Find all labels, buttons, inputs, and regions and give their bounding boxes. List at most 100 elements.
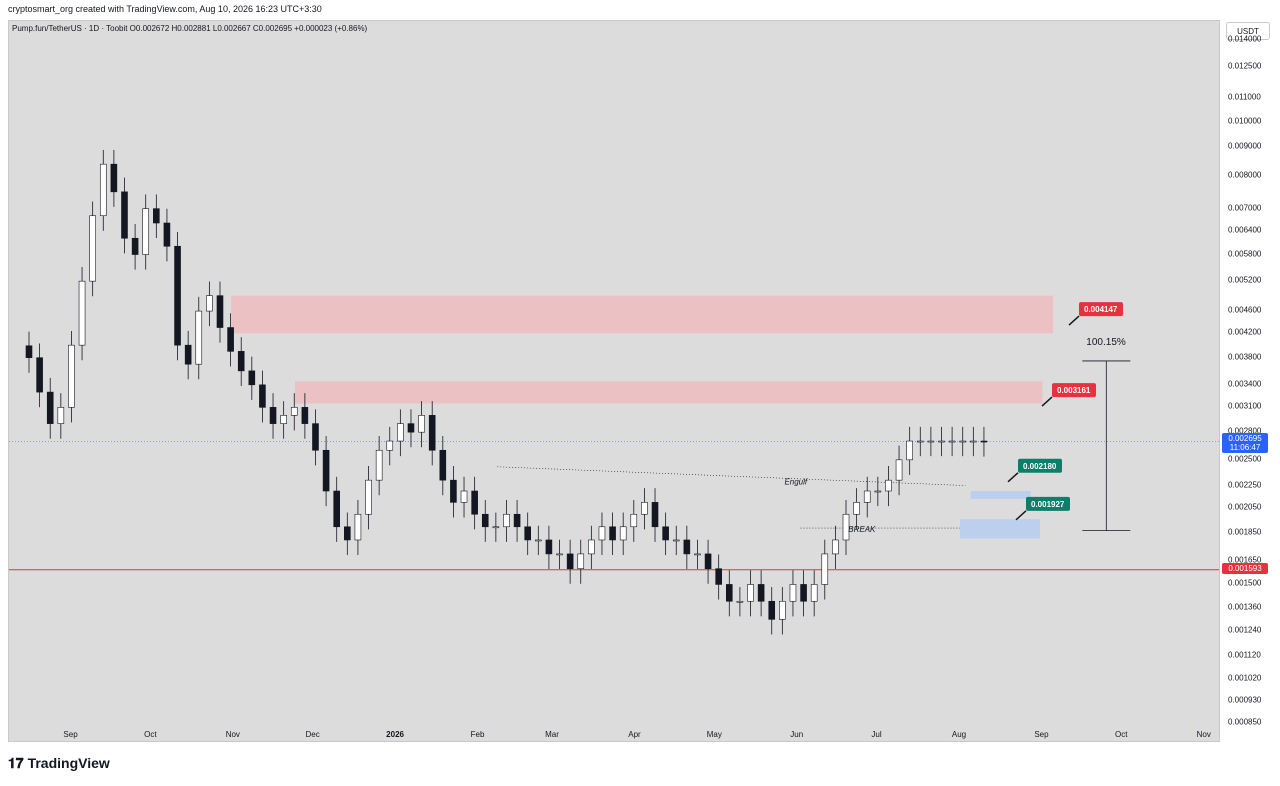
candle-body	[481, 513, 489, 528]
candle-body	[948, 440, 956, 443]
price-tick: 0.000930	[1228, 695, 1262, 705]
engulf-label: Engulf	[784, 477, 807, 486]
tradingview-logo[interactable]: 𝟏𝟕 TradingView	[8, 755, 110, 772]
candle-body	[609, 526, 616, 541]
candle-body	[269, 407, 277, 424]
candle-body	[333, 490, 341, 528]
price-tick: 0.002250	[1228, 480, 1262, 490]
candle-body	[863, 490, 871, 503]
candle-body	[641, 502, 648, 515]
candle-body	[301, 407, 309, 424]
price-tick: 0.007000	[1228, 203, 1262, 213]
price-tick: 0.006400	[1228, 225, 1262, 234]
symbol-legend: Pump.fun/TetherUS · 1D · Toobit O0.00267…	[12, 24, 368, 33]
candle-body	[78, 280, 86, 346]
candle-body	[89, 215, 96, 282]
time-tick: Sep	[1034, 730, 1049, 739]
candle-body	[46, 391, 54, 424]
price-tick: 0.002500	[1228, 454, 1262, 464]
candle-body	[354, 513, 362, 541]
price-tick: 0.001020	[1228, 673, 1262, 683]
candle-body	[121, 191, 128, 239]
time-tick: Feb	[470, 730, 485, 739]
candle-body	[577, 553, 585, 569]
time-tick: Aug	[951, 730, 967, 739]
candle-body	[503, 513, 510, 528]
chart-area[interactable]: 100.15% Engulf BREAK 0.004147 0.003161 0.0021…	[8, 20, 1220, 742]
candle-body	[789, 584, 797, 602]
candle-body	[927, 440, 935, 443]
candle-body	[970, 440, 977, 443]
candlestick-chart[interactable]: 100.15% Engulf BREAK 0.004147 0.003161 0.0021…	[9, 21, 1220, 742]
candle-body	[821, 553, 829, 585]
candle-body	[237, 351, 245, 372]
candle-body	[545, 539, 553, 555]
candle-body	[280, 415, 287, 424]
candle-body	[397, 423, 404, 442]
candle-body	[439, 449, 447, 481]
price-tick: 0.012500	[1228, 61, 1262, 71]
candle-body	[906, 440, 913, 461]
price-tick: 0.002800	[1228, 426, 1262, 436]
price-tick: 0.014000	[1228, 34, 1262, 44]
candle-body	[672, 539, 680, 542]
candle-body	[588, 539, 595, 555]
target-low-badge-pointer	[1041, 396, 1053, 407]
price-tick: 0.009000	[1228, 141, 1262, 151]
candle-body	[25, 345, 33, 358]
target-high-badge-bg	[1079, 302, 1123, 317]
candle-body	[885, 479, 892, 492]
price-tick: 0.003800	[1228, 352, 1262, 362]
countdown-timer: 11:06:47	[1229, 442, 1261, 452]
candle-body	[428, 415, 436, 451]
price-tick: 0.005200	[1228, 275, 1262, 285]
tradingview-mark-icon: 𝟏𝟕	[8, 755, 24, 771]
candle-body	[110, 163, 118, 193]
price-tick: 0.002050	[1228, 502, 1262, 512]
candle-body	[471, 490, 478, 515]
price-tick: 0.001850	[1228, 527, 1262, 537]
candle-body	[725, 584, 733, 602]
target-low-badge: 0.003161	[1057, 386, 1091, 395]
candle-body	[312, 423, 319, 451]
break-label: BREAK	[848, 525, 876, 534]
price-tick: 0.008000	[1228, 170, 1262, 180]
price-tick: 0.001500	[1228, 578, 1262, 588]
candle-body	[322, 449, 330, 492]
candle-body	[386, 440, 394, 451]
candle-body	[662, 526, 669, 541]
candle-body	[142, 208, 150, 255]
price-tick: 0.001120	[1228, 650, 1261, 660]
time-tick: May	[706, 730, 722, 739]
time-tick: Oct	[1115, 730, 1128, 739]
unit-button[interactable]: USDT	[1226, 22, 1270, 40]
candle-body	[598, 526, 606, 541]
candle-body	[715, 568, 722, 585]
candle-body	[810, 584, 818, 602]
time-tick: Dec	[305, 730, 320, 739]
entry-low-badge-pointer	[1015, 510, 1027, 521]
candle-body	[619, 526, 627, 541]
candle-body	[68, 344, 75, 408]
candle-body	[163, 222, 171, 247]
time-tick: Mar	[545, 730, 559, 739]
current-price-badge: 0.002695 11:06:47	[1222, 432, 1268, 453]
entry-zone-upper	[970, 491, 1031, 499]
author-line: cryptosmart_org created with TradingView…	[8, 4, 322, 14]
candle-body	[651, 502, 659, 528]
price-tick: 0.003100	[1228, 401, 1262, 411]
price-tick: 0.001650	[1228, 555, 1262, 565]
time-tick: Nov	[225, 730, 240, 739]
price-tick: 0.005800	[1228, 249, 1262, 259]
time-tick: Oct	[144, 730, 157, 739]
price-tick: 0.004200	[1228, 327, 1262, 337]
candle-body	[779, 600, 786, 620]
candle-body	[874, 490, 882, 493]
entry-high-badge-pointer	[1007, 472, 1019, 483]
candle-body	[344, 526, 351, 541]
support-price-badge: 0.001593	[1222, 562, 1268, 574]
candle-body	[704, 553, 712, 569]
candle-body	[99, 163, 107, 217]
entry-high-badge: 0.002180	[1023, 462, 1057, 471]
price-axis[interactable]	[1220, 20, 1280, 742]
